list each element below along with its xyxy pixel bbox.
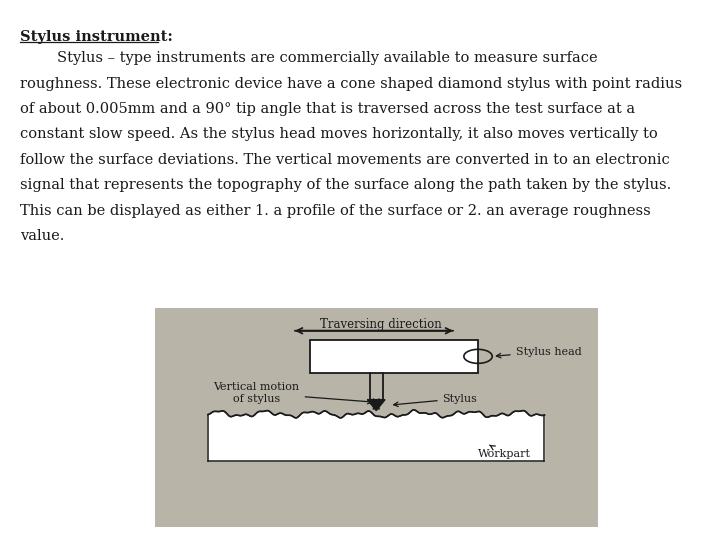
FancyBboxPatch shape bbox=[310, 340, 478, 374]
Text: Traversing direction: Traversing direction bbox=[320, 318, 441, 330]
Text: Vertical motion
of stylus: Vertical motion of stylus bbox=[214, 382, 372, 404]
Text: value.: value. bbox=[20, 229, 65, 243]
Text: of about 0.005mm and a 90° tip angle that is traversed across the test surface a: of about 0.005mm and a 90° tip angle tha… bbox=[20, 102, 635, 116]
Polygon shape bbox=[367, 400, 385, 410]
Text: Stylus head: Stylus head bbox=[496, 347, 582, 358]
Text: Workpart: Workpart bbox=[478, 445, 531, 460]
Text: Stylus: Stylus bbox=[394, 394, 477, 407]
Text: This can be displayed as either 1. a profile of the surface or 2. an average rou: This can be displayed as either 1. a pro… bbox=[20, 204, 651, 218]
Polygon shape bbox=[208, 410, 544, 461]
Text: Stylus instrument:: Stylus instrument: bbox=[20, 30, 173, 44]
Text: follow the surface deviations. The vertical movements are converted in to an ele: follow the surface deviations. The verti… bbox=[20, 153, 670, 167]
Text: Stylus – type instruments are commercially available to measure surface: Stylus – type instruments are commercial… bbox=[20, 51, 598, 65]
Text: signal that represents the topography of the surface along the path taken by the: signal that represents the topography of… bbox=[20, 178, 672, 192]
Text: roughness. These electronic device have a cone shaped diamond stylus with point : roughness. These electronic device have … bbox=[20, 77, 683, 91]
Text: constant slow speed. As the stylus head moves horizontally, it also moves vertic: constant slow speed. As the stylus head … bbox=[20, 127, 658, 141]
